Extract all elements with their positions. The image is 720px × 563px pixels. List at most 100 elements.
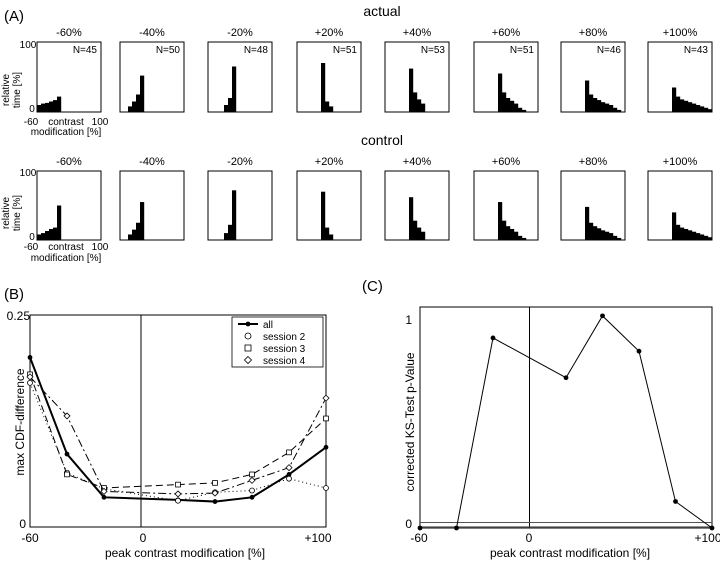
series-line-0 <box>420 315 713 529</box>
legend-label: session 3 <box>263 344 306 355</box>
histogram-bar <box>57 96 62 112</box>
hist-xline2-actual: modification [%] <box>31 127 102 138</box>
b-xtick-right: +100 <box>304 531 331 545</box>
hist-ybottom-control: 0 <box>29 232 35 243</box>
histogram-actual-6: +80% N=46 <box>560 27 626 113</box>
b-xtick-left: -60 <box>21 531 39 545</box>
histogram-bar <box>613 107 618 112</box>
histogram-title: -40% <box>139 156 165 168</box>
data-point <box>249 487 255 494</box>
histogram-bar <box>518 235 523 240</box>
series-line-0 <box>29 357 327 503</box>
data-point <box>27 355 33 360</box>
c-xlabel: peak contrast modification [%] <box>490 546 650 560</box>
histogram-control-6: +80% <box>560 156 626 241</box>
histogram-n-label: N=53 <box>421 45 446 56</box>
histogram-title: +40% <box>403 156 432 168</box>
histogram-title: +100% <box>663 27 698 39</box>
histogram-title: +20% <box>315 156 344 168</box>
histogram-bar <box>329 234 334 240</box>
histogram-bar <box>132 101 137 112</box>
hist-xmid-control: contrast <box>48 242 84 253</box>
histogram-n-label: N=45 <box>73 45 98 56</box>
histogram-bar <box>128 234 133 240</box>
data-point <box>27 379 33 386</box>
histogram-frame <box>119 41 185 113</box>
row-title-control: control <box>361 132 403 148</box>
histogram-bar <box>417 99 422 112</box>
data-point <box>248 476 256 484</box>
histogram-bar <box>704 107 709 112</box>
histogram-actual-2: -20% N=48 <box>207 27 273 113</box>
data-point <box>673 499 678 504</box>
data-point <box>26 373 34 381</box>
histogram-bar <box>413 220 418 240</box>
histogram-bar <box>232 190 237 240</box>
histogram-actual-1: -40% N=50 <box>119 27 185 113</box>
histogram-bar <box>613 235 618 240</box>
data-point <box>249 494 255 500</box>
histogram-bar <box>708 237 713 240</box>
data-point <box>563 375 569 381</box>
histogram-bar <box>585 80 590 112</box>
histogram-actual-7: +100% N=43 <box>647 27 713 113</box>
histogram-bar <box>224 233 229 240</box>
histogram-n-label: N=46 <box>597 45 622 56</box>
histogram-bar <box>45 102 50 112</box>
legend-label: session 4 <box>263 356 306 367</box>
histogram-bar <box>502 92 507 112</box>
series-line-3 <box>29 376 327 495</box>
data-point <box>323 444 329 450</box>
data-point <box>101 494 107 500</box>
histogram-bar <box>325 227 330 240</box>
histogram-bar <box>601 230 606 240</box>
histogram-control-7: +100% <box>647 156 713 241</box>
histogram-bar <box>506 98 511 112</box>
data-point <box>64 471 70 478</box>
panel-label-c: (C) <box>362 278 383 295</box>
histogram-title: +60% <box>492 27 521 39</box>
plot-frame <box>419 306 713 529</box>
histogram-bar <box>522 237 527 240</box>
histogram-n-label: N=43 <box>684 45 709 56</box>
histogram-title: -20% <box>227 27 253 39</box>
histogram-bar <box>421 103 426 112</box>
histogram-bar <box>329 106 334 112</box>
histogram-frame <box>36 170 102 241</box>
histogram-bar <box>589 94 594 112</box>
histogram-bar <box>41 233 46 240</box>
data-point <box>175 481 181 488</box>
histogram-bar <box>510 228 515 240</box>
histogram-title: -20% <box>227 156 253 168</box>
histogram-frame <box>36 41 102 113</box>
histogram-bar <box>49 101 54 112</box>
data-point <box>285 464 293 472</box>
histogram-control-4: +40% <box>384 156 450 241</box>
histogram-bar <box>617 109 622 112</box>
series-line-2 <box>29 374 327 489</box>
histogram-bar <box>409 197 414 240</box>
histogram-bar <box>502 220 507 240</box>
histogram-bar <box>514 103 519 112</box>
hist-xmid-actual: contrast <box>48 117 84 128</box>
histogram-bar <box>605 103 610 112</box>
legend-label: all <box>263 320 273 331</box>
histogram-bar <box>597 100 602 112</box>
histogram-bar <box>593 226 598 240</box>
histogram-bar <box>140 75 145 112</box>
histogram-bar <box>676 224 681 240</box>
histogram-frame <box>207 170 273 241</box>
histogram-n-label: N=51 <box>333 45 358 56</box>
histogram-bar <box>597 228 602 240</box>
b-ylabel: max CDF-difference <box>13 368 27 475</box>
data-point <box>286 449 292 456</box>
histogram-bar <box>53 227 58 240</box>
histogram-bar <box>700 106 705 112</box>
histogram-control-2: -20% <box>207 156 273 241</box>
data-point <box>323 415 329 422</box>
histogram-bar <box>53 100 58 112</box>
histogram-bar <box>609 105 614 112</box>
histogram-bar <box>325 101 330 112</box>
